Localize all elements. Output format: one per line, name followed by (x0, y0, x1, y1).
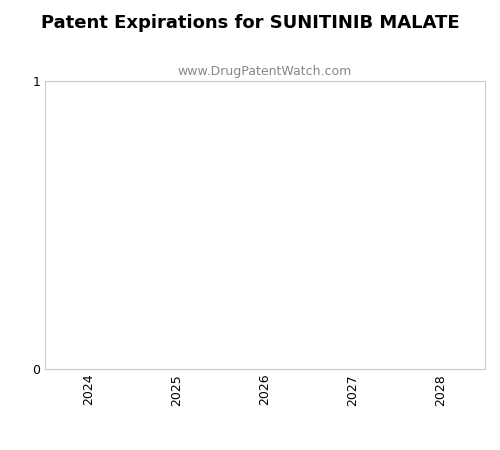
Title: www.DrugPatentWatch.com: www.DrugPatentWatch.com (178, 65, 352, 78)
Text: Patent Expirations for SUNITINIB MALATE: Patent Expirations for SUNITINIB MALATE (40, 14, 460, 32)
